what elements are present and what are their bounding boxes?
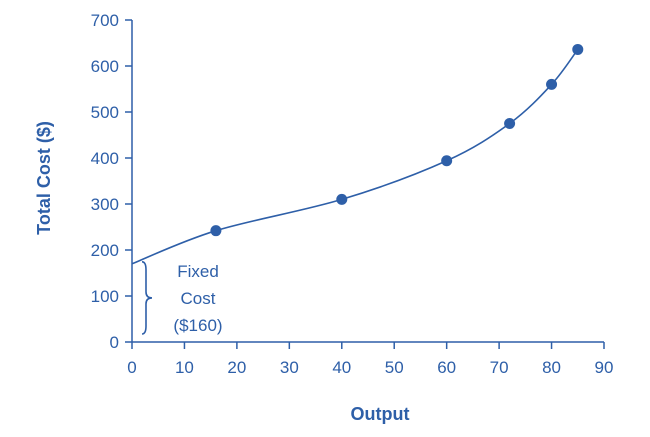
x-tick-label: 20 (227, 358, 246, 377)
x-axis-title: Output (351, 404, 410, 424)
total-cost-curve (131, 48, 579, 265)
x-tick-label: 50 (385, 358, 404, 377)
y-tick-label: 500 (91, 103, 119, 122)
y-tick-label: 300 (91, 195, 119, 214)
data-point (504, 118, 516, 129)
fixed-cost-label-1: Fixed (177, 262, 219, 281)
y-tick-label: 400 (91, 149, 119, 168)
y-tick-label: 600 (91, 57, 119, 76)
y-tick-label: 700 (91, 11, 119, 30)
data-point (572, 43, 584, 55)
fixed-cost-label-2: Cost (181, 289, 216, 308)
y-tick-label: 100 (91, 287, 119, 306)
x-tick-label: 0 (127, 358, 136, 377)
x-tick-label: 30 (280, 358, 299, 377)
x-tick-label: 40 (332, 358, 351, 377)
ticks: 0 10 20 30 40 50 60 70 80 90 0 100 200 300 400 500 600 70… (91, 11, 614, 377)
data-point (441, 155, 453, 167)
data-point (546, 78, 558, 90)
x-tick-label: 60 (437, 358, 456, 377)
x-tick-label: 80 (542, 358, 561, 377)
y-axis-title: Total Cost ($) (34, 121, 54, 235)
fixed-cost-brace (141, 261, 153, 335)
x-tick-label: 70 (490, 358, 509, 377)
fixed-cost-label-3: ($160) (173, 316, 222, 335)
data-point (210, 225, 222, 237)
y-tick-label: 200 (91, 241, 119, 260)
x-tick-label: 90 (595, 358, 614, 377)
x-tick-label: 10 (175, 358, 194, 377)
data-point (336, 193, 348, 205)
y-tick-label: 0 (110, 333, 119, 352)
data-points (210, 43, 584, 237)
axes (131, 20, 604, 343)
